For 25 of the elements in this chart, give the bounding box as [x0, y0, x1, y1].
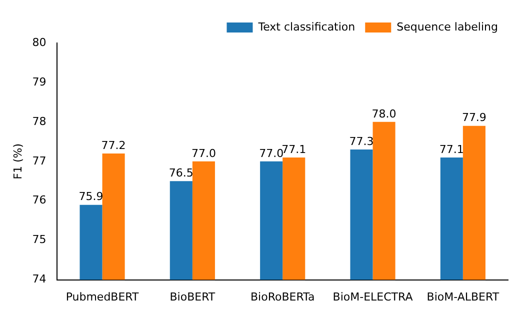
x-tick-label: BioRoBERTa — [250, 290, 315, 304]
y-tick-label: 79 — [32, 75, 46, 88]
data-label: 77.9 — [462, 111, 486, 124]
y-tick-label: 75 — [32, 233, 46, 246]
y-tick-label: 74 — [32, 272, 46, 286]
data-label: 77.0 — [191, 146, 216, 160]
x-tick-label: PubmedBERT — [66, 290, 140, 304]
data-label: 77.2 — [101, 138, 126, 152]
data-label: 77.0 — [259, 146, 284, 160]
x-tick-label: BioM-ALBERT — [426, 290, 500, 304]
legend-label: Sequence labeling — [396, 20, 498, 34]
legend-label: Text classification — [257, 20, 356, 34]
y-tick-label: 78 — [32, 114, 46, 128]
data-label: 77.1 — [439, 142, 464, 156]
x-tick-label: BioM-ELECTRA — [332, 290, 414, 304]
data-label: 75.9 — [78, 190, 104, 204]
y-tick-label: 80 — [32, 36, 46, 49]
y-axis-title: F1 (%) — [11, 143, 24, 180]
y-tick-label: 76 — [32, 194, 46, 207]
y-tick-label: 77 — [32, 154, 46, 168]
data-label: 78.0 — [372, 107, 396, 120]
data-label: 77.3 — [349, 134, 374, 148]
data-label: 76.5 — [168, 166, 194, 180]
x-tick-label: BioBERT — [170, 290, 216, 304]
data-label: 77.1 — [282, 142, 306, 156]
